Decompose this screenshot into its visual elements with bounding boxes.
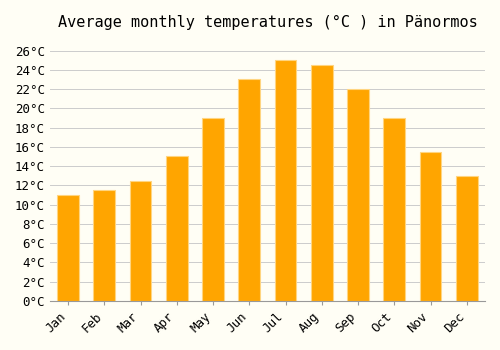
Bar <box>57 195 79 301</box>
Bar <box>166 156 188 301</box>
Bar <box>384 118 405 301</box>
Bar <box>311 65 332 301</box>
Bar <box>94 190 115 301</box>
Bar <box>347 89 369 301</box>
Bar <box>274 60 296 301</box>
Bar <box>130 181 152 301</box>
Bar <box>456 176 477 301</box>
Bar <box>202 118 224 301</box>
Bar <box>420 152 442 301</box>
Title: Average monthly temperatures (°C ) in Pänormos: Average monthly temperatures (°C ) in Pä… <box>58 15 478 30</box>
Bar <box>238 79 260 301</box>
